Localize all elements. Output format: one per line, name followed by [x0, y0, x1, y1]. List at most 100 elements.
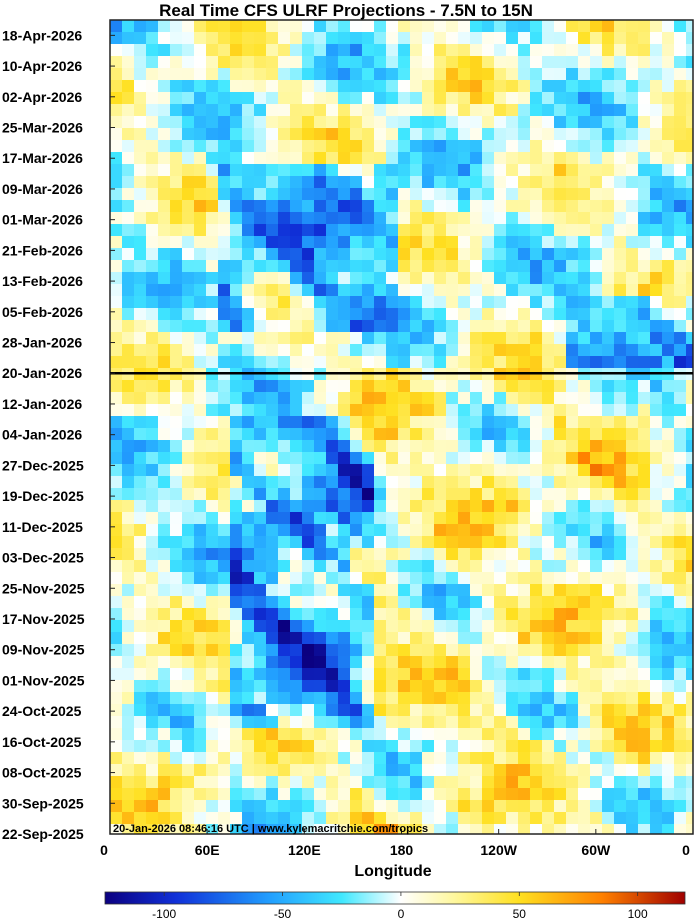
heatmap-cell	[206, 164, 219, 177]
heatmap-cell	[650, 824, 663, 834]
heatmap-cell	[182, 260, 195, 273]
heatmap-cell	[110, 224, 123, 237]
heatmap-cell	[446, 728, 459, 741]
heatmap-cell	[326, 404, 339, 417]
heatmap-cell	[242, 248, 255, 261]
heatmap-cell	[326, 320, 339, 333]
heatmap-cell	[314, 584, 327, 597]
heatmap-cell	[386, 656, 399, 669]
heatmap-cell	[290, 224, 303, 237]
heatmap-cell	[590, 632, 603, 645]
heatmap-cell	[674, 164, 687, 177]
heatmap-cell	[230, 536, 243, 549]
heatmap-cell	[374, 152, 387, 165]
heatmap-cell	[434, 248, 447, 261]
heatmap-cell	[398, 152, 411, 165]
heatmap-cell	[290, 416, 303, 429]
heatmap-cell	[542, 176, 555, 189]
heatmap-cell	[590, 500, 603, 513]
heatmap-cell	[470, 392, 483, 405]
heatmap-cell	[446, 752, 459, 765]
heatmap-cell	[134, 308, 147, 321]
heatmap-cell	[110, 644, 123, 657]
heatmap-cell	[362, 32, 375, 45]
heatmap-cell	[374, 812, 387, 825]
heatmap-cell	[290, 152, 303, 165]
heatmap-cell	[446, 464, 459, 477]
heatmap-cell	[314, 524, 327, 537]
heatmap-cell	[614, 740, 627, 753]
heatmap-cell	[578, 392, 591, 405]
heatmap-cell	[662, 488, 675, 501]
heatmap-cell	[398, 500, 411, 513]
heatmap-cell	[374, 728, 387, 741]
heatmap-cell	[638, 644, 651, 657]
x-axis-label: Longitude	[354, 863, 431, 880]
heatmap-cell	[566, 224, 579, 237]
heatmap-cell	[362, 716, 375, 729]
heatmap-cell	[122, 656, 135, 669]
heatmap-cell	[206, 416, 219, 429]
heatmap-cell	[422, 740, 435, 753]
heatmap-cell	[422, 152, 435, 165]
heatmap-cell	[146, 152, 159, 165]
heatmap-cell	[410, 596, 423, 609]
heatmap-cell	[314, 68, 327, 81]
heatmap-cell	[578, 104, 591, 117]
heatmap-cell	[458, 692, 471, 705]
heatmap-cell	[386, 764, 399, 777]
heatmap-cell	[218, 740, 231, 753]
heatmap-cell	[482, 44, 495, 57]
heatmap-cell	[602, 500, 615, 513]
heatmap-cell	[374, 620, 387, 633]
heatmap-cell	[494, 452, 507, 465]
heatmap-cell	[470, 584, 483, 597]
heatmap-cell	[686, 212, 693, 225]
heatmap-cell	[458, 32, 471, 45]
heatmap-cell	[314, 248, 327, 261]
heatmap-cell	[674, 488, 687, 501]
heatmap-cell	[254, 692, 267, 705]
heatmap-cell	[446, 596, 459, 609]
heatmap-cell	[254, 140, 267, 153]
heatmap-cell	[662, 476, 675, 489]
heatmap-cell	[122, 128, 135, 141]
x-tick-label: 120W	[480, 842, 517, 858]
heatmap-cell	[134, 812, 147, 825]
heatmap-cell	[314, 272, 327, 285]
heatmap-cell	[482, 284, 495, 297]
heatmap-cell	[374, 632, 387, 645]
heatmap-cell	[518, 140, 531, 153]
heatmap-cell	[650, 752, 663, 765]
heatmap-cell	[290, 236, 303, 249]
heatmap-cell	[146, 716, 159, 729]
heatmap-cell	[386, 56, 399, 69]
heatmap-cell	[410, 116, 423, 129]
heatmap-cell	[638, 356, 651, 369]
heatmap-cell	[434, 476, 447, 489]
heatmap-cell	[230, 524, 243, 537]
heatmap-cell	[278, 104, 291, 117]
heatmap-cell	[242, 200, 255, 213]
heatmap-cell	[542, 164, 555, 177]
heatmap-cell	[422, 212, 435, 225]
heatmap-cell	[290, 260, 303, 273]
heatmap-cell	[386, 20, 399, 33]
heatmap-cell	[566, 176, 579, 189]
heatmap-cell	[170, 632, 183, 645]
heatmap-cell	[278, 260, 291, 273]
heatmap-cell	[134, 356, 147, 369]
heatmap-cell	[674, 584, 687, 597]
heatmap-cell	[362, 416, 375, 429]
heatmap-cell	[506, 260, 519, 273]
heatmap-cell	[242, 284, 255, 297]
heatmap-cell	[530, 608, 543, 621]
heatmap-cell	[242, 440, 255, 453]
heatmap-cell	[578, 248, 591, 261]
heatmap-cell	[182, 560, 195, 573]
heatmap-cell	[290, 572, 303, 585]
heatmap-cell	[278, 272, 291, 285]
heatmap-cell	[230, 464, 243, 477]
heatmap-cell	[170, 764, 183, 777]
heatmap-cell	[266, 824, 279, 834]
